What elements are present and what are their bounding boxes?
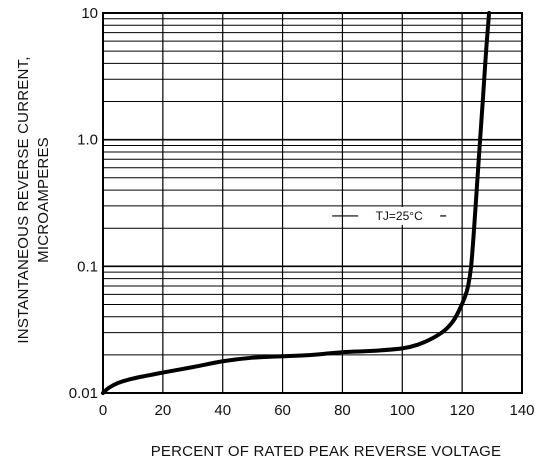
y-tick-label: 1.0 <box>77 132 98 149</box>
series-curves <box>101 11 492 395</box>
x-tick-label: 140 <box>509 402 534 419</box>
annotation-label: TJ=25°C <box>376 209 423 223</box>
annotation-background <box>358 206 441 225</box>
annotation-group: TJ=25°C <box>332 206 447 225</box>
y-axis-label-line-2: MICROAMPERES <box>35 137 52 263</box>
x-tick-label: 20 <box>155 402 172 419</box>
x-tick-label: 60 <box>274 402 291 419</box>
x-axis-label: PERCENT OF RATED PEAK REVERSE VOLTAGE <box>151 443 502 460</box>
grid-lines <box>102 12 523 394</box>
y-axis-label-line-1: INSTANTANEOUS REVERSE CURRENT, <box>15 56 32 343</box>
x-tick-label: 80 <box>334 402 351 419</box>
y-tick-label: 0.01 <box>69 385 98 402</box>
x-tick-label: 0 <box>99 402 107 419</box>
series-line <box>101 11 492 395</box>
plot-frame <box>102 12 523 394</box>
y-tick-label: 10 <box>81 5 98 22</box>
y-tick-label: 0.1 <box>77 258 98 275</box>
x-tick-label: 120 <box>450 402 475 419</box>
x-tick-label: 40 <box>214 402 231 419</box>
x-tick-label: 100 <box>390 402 415 419</box>
tick-labels: 0 20 40 60 80 100 120 140 0.01 0.1 1.0 10 <box>69 5 535 419</box>
